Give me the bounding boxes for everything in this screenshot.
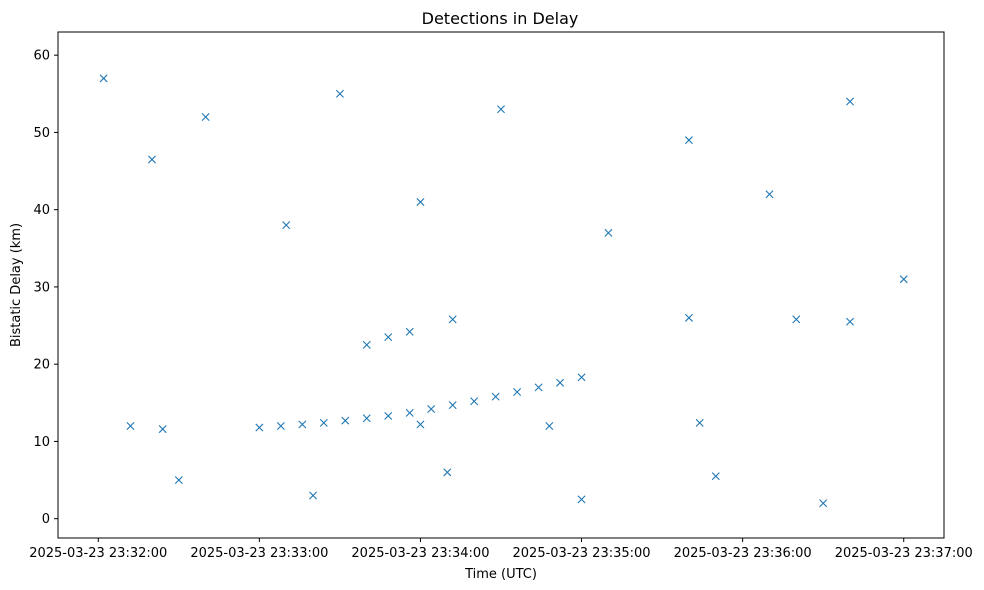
data-point bbox=[684, 313, 693, 322]
data-point bbox=[99, 74, 108, 83]
data-point bbox=[416, 197, 425, 206]
plot-frame bbox=[57, 31, 945, 539]
data-point bbox=[448, 401, 457, 410]
y-tick-label: 10 bbox=[33, 435, 50, 450]
data-point bbox=[819, 499, 828, 508]
data-point bbox=[174, 476, 183, 485]
data-point bbox=[341, 416, 350, 425]
data-point bbox=[604, 228, 613, 237]
y-tick-label: 30 bbox=[33, 280, 50, 295]
data-point bbox=[448, 315, 457, 324]
data-point bbox=[846, 317, 855, 326]
data-point bbox=[416, 420, 425, 429]
y-tick-label: 50 bbox=[33, 126, 50, 141]
data-point bbox=[319, 418, 328, 427]
data-point bbox=[255, 423, 264, 432]
x-tick-label: 2025-03-23 23:32:00 bbox=[29, 546, 167, 561]
ticks-layer: 2025-03-23 23:32:00 2025-03-23 23:33:00 20… bbox=[29, 49, 973, 561]
x-tick-label: 2025-03-23 23:33:00 bbox=[190, 546, 328, 561]
points-layer bbox=[99, 74, 908, 508]
data-point bbox=[427, 405, 436, 413]
data-point bbox=[684, 136, 693, 145]
data-point bbox=[846, 97, 855, 106]
data-point bbox=[362, 414, 371, 423]
data-point bbox=[405, 327, 414, 336]
x-tick-label: 2025-03-23 23:36:00 bbox=[674, 546, 812, 561]
y-axis-label: Bistatic Delay (km) bbox=[9, 223, 24, 347]
data-point bbox=[405, 408, 414, 417]
data-point bbox=[470, 397, 479, 406]
data-point bbox=[362, 340, 371, 349]
data-point bbox=[276, 421, 285, 430]
data-point bbox=[126, 421, 135, 430]
data-point bbox=[158, 425, 167, 434]
x-axis-label: Time (UTC) bbox=[464, 567, 537, 582]
data-point bbox=[309, 491, 318, 500]
data-point bbox=[201, 112, 210, 121]
data-point bbox=[556, 378, 565, 387]
x-tick-label: 2025-03-23 23:34:00 bbox=[351, 546, 489, 561]
data-point bbox=[711, 472, 720, 481]
chart-title: Detections in Delay bbox=[422, 9, 579, 28]
data-point bbox=[792, 315, 801, 324]
data-point bbox=[147, 155, 156, 164]
data-point bbox=[384, 411, 393, 420]
data-point bbox=[497, 105, 505, 114]
y-tick-label: 20 bbox=[33, 358, 50, 373]
data-point bbox=[513, 388, 522, 396]
data-point bbox=[577, 495, 586, 504]
data-point bbox=[491, 392, 500, 401]
data-point bbox=[545, 421, 554, 430]
data-point bbox=[282, 221, 291, 230]
data-point bbox=[335, 89, 344, 98]
data-point bbox=[384, 333, 393, 342]
x-tick-label: 2025-03-23 23:35:00 bbox=[513, 546, 651, 561]
data-point bbox=[899, 275, 908, 284]
data-point bbox=[577, 373, 586, 382]
x-tick-label: 2025-03-23 23:37:00 bbox=[835, 546, 973, 561]
y-tick-label: 60 bbox=[33, 49, 50, 64]
data-point bbox=[534, 383, 543, 392]
data-point bbox=[695, 418, 704, 427]
data-point bbox=[298, 420, 307, 429]
y-tick-label: 0 bbox=[42, 512, 50, 527]
data-point bbox=[443, 468, 452, 477]
y-tick-label: 40 bbox=[33, 203, 50, 218]
data-point bbox=[765, 190, 774, 199]
